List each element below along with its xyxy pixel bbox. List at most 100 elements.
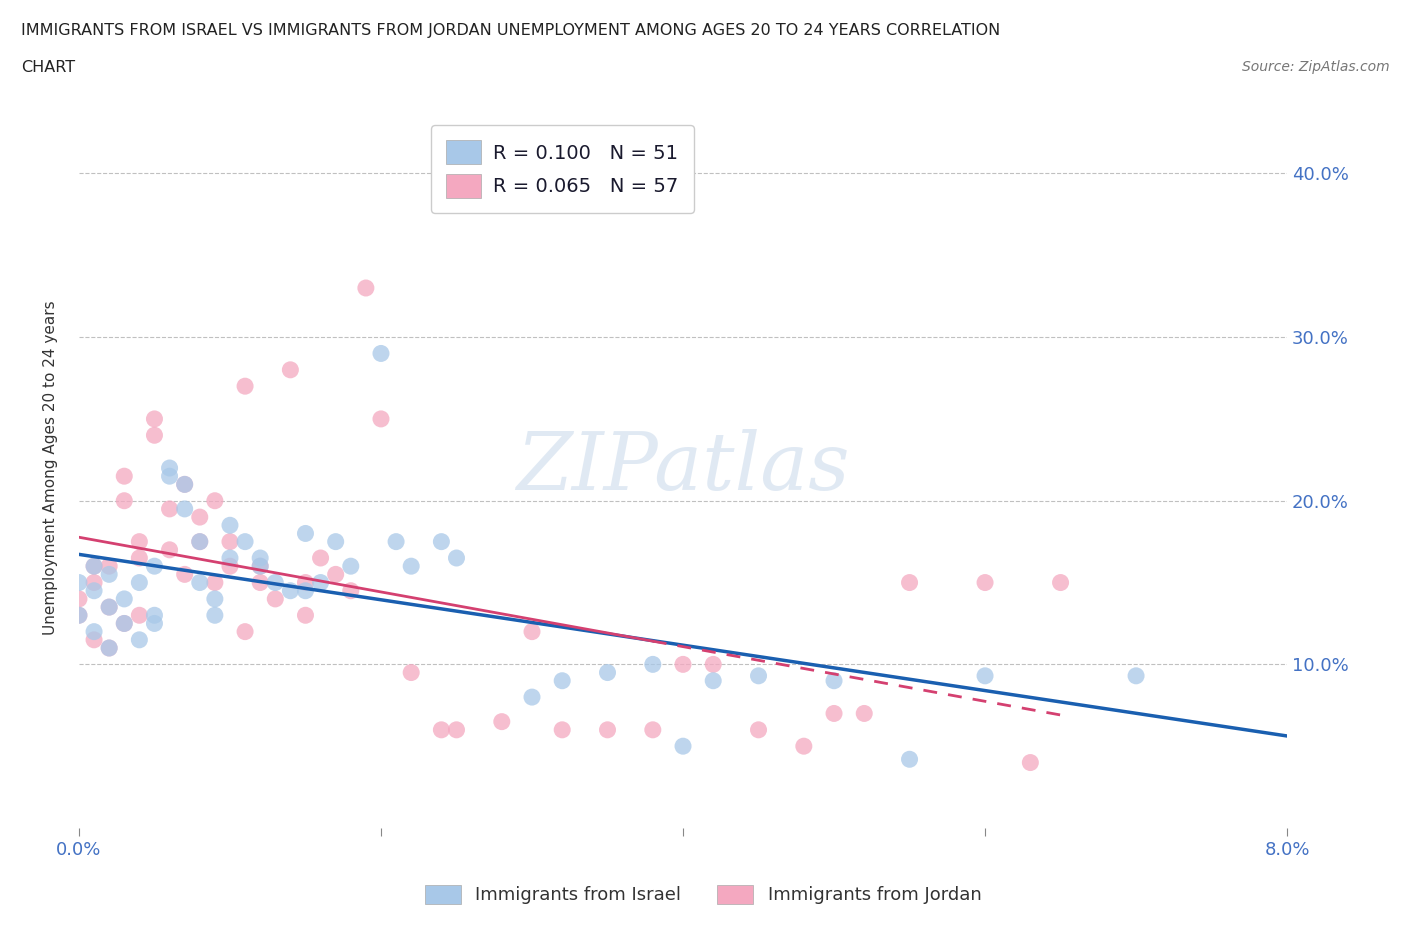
Point bbox=[67, 608, 90, 623]
Point bbox=[672, 657, 695, 671]
Point bbox=[173, 477, 195, 492]
Point bbox=[747, 669, 769, 684]
Point bbox=[188, 534, 211, 549]
Point bbox=[520, 624, 543, 639]
Point bbox=[128, 551, 150, 565]
Legend: Immigrants from Israel, Immigrants from Jordan: Immigrants from Israel, Immigrants from … bbox=[418, 878, 988, 911]
Point bbox=[219, 559, 242, 574]
Point bbox=[264, 591, 287, 606]
Point bbox=[98, 641, 121, 656]
Point bbox=[249, 551, 271, 565]
Point bbox=[159, 542, 181, 557]
Point bbox=[309, 551, 332, 565]
Point bbox=[143, 608, 166, 623]
Point bbox=[83, 624, 105, 639]
Point bbox=[83, 575, 105, 590]
Point bbox=[702, 673, 724, 688]
Point bbox=[325, 567, 347, 582]
Point bbox=[280, 583, 302, 598]
Point bbox=[823, 673, 845, 688]
Point bbox=[67, 608, 90, 623]
Point bbox=[128, 575, 150, 590]
Text: CHART: CHART bbox=[21, 60, 75, 75]
Point bbox=[112, 616, 135, 631]
Point bbox=[143, 428, 166, 443]
Point bbox=[98, 567, 121, 582]
Point bbox=[112, 591, 135, 606]
Point bbox=[294, 583, 316, 598]
Point bbox=[233, 534, 256, 549]
Point bbox=[83, 632, 105, 647]
Point bbox=[1019, 755, 1042, 770]
Point bbox=[204, 493, 226, 508]
Point bbox=[430, 534, 453, 549]
Point bbox=[491, 714, 513, 729]
Point bbox=[399, 665, 422, 680]
Point bbox=[974, 669, 997, 684]
Point bbox=[294, 526, 316, 541]
Point bbox=[128, 632, 150, 647]
Text: ZIPatlas: ZIPatlas bbox=[516, 430, 849, 507]
Point bbox=[249, 559, 271, 574]
Point bbox=[67, 575, 90, 590]
Point bbox=[249, 575, 271, 590]
Point bbox=[339, 559, 361, 574]
Point bbox=[67, 591, 90, 606]
Point bbox=[823, 706, 845, 721]
Text: IMMIGRANTS FROM ISRAEL VS IMMIGRANTS FROM JORDAN UNEMPLOYMENT AMONG AGES 20 TO 2: IMMIGRANTS FROM ISRAEL VS IMMIGRANTS FRO… bbox=[21, 23, 1000, 38]
Point bbox=[219, 518, 242, 533]
Point bbox=[399, 559, 422, 574]
Point bbox=[551, 673, 574, 688]
Point bbox=[112, 616, 135, 631]
Point bbox=[354, 281, 377, 296]
Point bbox=[128, 534, 150, 549]
Point bbox=[98, 641, 121, 656]
Point bbox=[641, 723, 664, 737]
Point bbox=[596, 665, 619, 680]
Point bbox=[188, 510, 211, 525]
Point bbox=[233, 379, 256, 393]
Point bbox=[325, 534, 347, 549]
Point bbox=[294, 575, 316, 590]
Point bbox=[1049, 575, 1071, 590]
Point bbox=[974, 575, 997, 590]
Point bbox=[898, 575, 921, 590]
Point bbox=[219, 551, 242, 565]
Point bbox=[112, 469, 135, 484]
Point bbox=[98, 559, 121, 574]
Point bbox=[143, 559, 166, 574]
Point bbox=[264, 575, 287, 590]
Point bbox=[853, 706, 876, 721]
Point bbox=[143, 616, 166, 631]
Point bbox=[430, 723, 453, 737]
Point bbox=[173, 567, 195, 582]
Point bbox=[159, 501, 181, 516]
Point bbox=[339, 583, 361, 598]
Point bbox=[1125, 669, 1147, 684]
Point bbox=[309, 575, 332, 590]
Point bbox=[204, 575, 226, 590]
Point bbox=[370, 346, 392, 361]
Point bbox=[173, 477, 195, 492]
Point bbox=[898, 751, 921, 766]
Point bbox=[159, 469, 181, 484]
Point bbox=[446, 723, 468, 737]
Point bbox=[112, 493, 135, 508]
Point bbox=[551, 723, 574, 737]
Point bbox=[83, 583, 105, 598]
Legend: R = 0.100   N = 51, R = 0.065   N = 57: R = 0.100 N = 51, R = 0.065 N = 57 bbox=[430, 125, 693, 213]
Y-axis label: Unemployment Among Ages 20 to 24 years: Unemployment Among Ages 20 to 24 years bbox=[44, 300, 58, 635]
Point bbox=[747, 723, 769, 737]
Point bbox=[370, 411, 392, 426]
Point bbox=[596, 723, 619, 737]
Point bbox=[204, 591, 226, 606]
Point bbox=[520, 690, 543, 705]
Point bbox=[143, 411, 166, 426]
Point bbox=[128, 608, 150, 623]
Point bbox=[188, 534, 211, 549]
Point bbox=[98, 600, 121, 615]
Point bbox=[173, 501, 195, 516]
Point bbox=[280, 363, 302, 378]
Point bbox=[188, 575, 211, 590]
Point bbox=[219, 534, 242, 549]
